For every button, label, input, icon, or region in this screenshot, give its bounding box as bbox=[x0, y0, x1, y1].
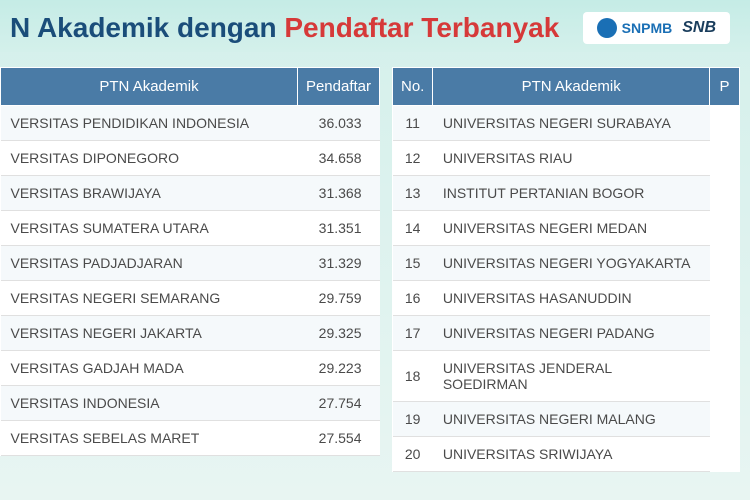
page-header: N Akademik dengan Pendaftar Terbanyak SN… bbox=[0, 0, 750, 52]
cell-name: UNIVERSITAS NEGERI YOGYAKARTA bbox=[433, 246, 710, 281]
table-row: 11UNIVERSITAS NEGERI SURABAYA bbox=[393, 106, 740, 141]
table-row: 16UNIVERSITAS HASANUDDIN bbox=[393, 281, 740, 316]
cell-no: 16 bbox=[393, 281, 433, 316]
cell-name: UNIVERSITAS SRIWIJAYA bbox=[433, 437, 710, 472]
table-row: 12UNIVERSITAS RIAU bbox=[393, 141, 740, 176]
table-row: 18UNIVERSITAS JENDERAL SOEDIRMAN bbox=[393, 351, 740, 402]
tables-container: PTN Akademik Pendaftar VERSITAS PENDIDIK… bbox=[0, 52, 750, 482]
left-table-body: VERSITAS PENDIDIKAN INDONESIA36.033VERSI… bbox=[1, 106, 380, 456]
page-title: N Akademik dengan Pendaftar Terbanyak bbox=[0, 12, 559, 44]
cell-name: VERSITAS INDONESIA bbox=[1, 386, 298, 421]
col-header-name: PTN Akademik bbox=[1, 68, 298, 106]
left-table-wrapper: PTN Akademik Pendaftar VERSITAS PENDIDIK… bbox=[0, 67, 380, 472]
cell-name: VERSITAS SEBELAS MARET bbox=[1, 421, 298, 456]
cell-name: VERSITAS DIPONEGORO bbox=[1, 141, 298, 176]
table-header-row: No. PTN Akademik P bbox=[393, 68, 740, 106]
cell-name: UNIVERSITAS RIAU bbox=[433, 141, 710, 176]
cell-count: 31.329 bbox=[297, 246, 379, 281]
cell-no: 18 bbox=[393, 351, 433, 402]
cell-name: VERSITAS NEGERI JAKARTA bbox=[1, 316, 298, 351]
table-row: VERSITAS PADJADJARAN31.329 bbox=[1, 246, 380, 281]
right-table-body: 11UNIVERSITAS NEGERI SURABAYA12UNIVERSIT… bbox=[393, 106, 740, 472]
logo-container: SNPMB SNB bbox=[583, 12, 730, 44]
cell-no: 14 bbox=[393, 211, 433, 246]
cell-name: UNIVERSITAS NEGERI MALANG bbox=[433, 402, 710, 437]
cell-count: 27.554 bbox=[297, 421, 379, 456]
table-row: VERSITAS NEGERI SEMARANG29.759 bbox=[1, 281, 380, 316]
cell-name: VERSITAS BRAWIJAYA bbox=[1, 176, 298, 211]
cell-no: 20 bbox=[393, 437, 433, 472]
cell-name: VERSITAS GADJAH MADA bbox=[1, 351, 298, 386]
table-row: VERSITAS PENDIDIKAN INDONESIA36.033 bbox=[1, 106, 380, 141]
cell-count: 34.658 bbox=[297, 141, 379, 176]
table-row: 20UNIVERSITAS SRIWIJAYA bbox=[393, 437, 740, 472]
cell-name: UNIVERSITAS NEGERI MEDAN bbox=[433, 211, 710, 246]
cell-count: 27.754 bbox=[297, 386, 379, 421]
table-header-row: PTN Akademik Pendaftar bbox=[1, 68, 380, 106]
right-data-table: No. PTN Akademik P 11UNIVERSITAS NEGERI … bbox=[392, 67, 740, 472]
table-row: VERSITAS DIPONEGORO34.658 bbox=[1, 141, 380, 176]
col-header-count: Pendaftar bbox=[297, 68, 379, 106]
cell-no: 19 bbox=[393, 402, 433, 437]
snb-logo: SNB bbox=[682, 19, 716, 37]
table-row: VERSITAS GADJAH MADA29.223 bbox=[1, 351, 380, 386]
cell-name: UNIVERSITAS NEGERI PADANG bbox=[433, 316, 710, 351]
col-header-name: PTN Akademik bbox=[433, 68, 710, 106]
table-row: VERSITAS NEGERI JAKARTA29.325 bbox=[1, 316, 380, 351]
snpmb-logo-text: SNPMB bbox=[622, 20, 673, 36]
table-row: VERSITAS SUMATERA UTARA31.351 bbox=[1, 211, 380, 246]
snpmb-logo-icon bbox=[597, 18, 617, 38]
table-row: VERSITAS BRAWIJAYA31.368 bbox=[1, 176, 380, 211]
table-row: 15UNIVERSITAS NEGERI YOGYAKARTA bbox=[393, 246, 740, 281]
cell-no: 15 bbox=[393, 246, 433, 281]
table-row: 13INSTITUT PERTANIAN BOGOR bbox=[393, 176, 740, 211]
snpmb-logo: SNPMB bbox=[597, 18, 673, 38]
cell-count: 36.033 bbox=[297, 106, 379, 141]
cell-count: 31.351 bbox=[297, 211, 379, 246]
table-row: 14UNIVERSITAS NEGERI MEDAN bbox=[393, 211, 740, 246]
title-text: N Akademik dengan bbox=[10, 12, 284, 43]
cell-name: VERSITAS PADJADJARAN bbox=[1, 246, 298, 281]
cell-name: VERSITAS PENDIDIKAN INDONESIA bbox=[1, 106, 298, 141]
cell-no: 17 bbox=[393, 316, 433, 351]
cell-name: VERSITAS SUMATERA UTARA bbox=[1, 211, 298, 246]
cell-no: 12 bbox=[393, 141, 433, 176]
cell-name: UNIVERSITAS NEGERI SURABAYA bbox=[433, 106, 710, 141]
cell-count: 29.223 bbox=[297, 351, 379, 386]
cell-count: 29.325 bbox=[297, 316, 379, 351]
cell-count: 31.368 bbox=[297, 176, 379, 211]
cell-name: UNIVERSITAS HASANUDDIN bbox=[433, 281, 710, 316]
title-highlight: Pendaftar Terbanyak bbox=[284, 12, 559, 43]
cell-count: 29.759 bbox=[297, 281, 379, 316]
right-table-wrapper: No. PTN Akademik P 11UNIVERSITAS NEGERI … bbox=[392, 67, 740, 472]
cell-name: VERSITAS NEGERI SEMARANG bbox=[1, 281, 298, 316]
cell-no: 13 bbox=[393, 176, 433, 211]
cell-name: INSTITUT PERTANIAN BOGOR bbox=[433, 176, 710, 211]
cell-no: 11 bbox=[393, 106, 433, 141]
cell-name: UNIVERSITAS JENDERAL SOEDIRMAN bbox=[433, 351, 710, 402]
table-row: 17UNIVERSITAS NEGERI PADANG bbox=[393, 316, 740, 351]
table-row: VERSITAS SEBELAS MARET27.554 bbox=[1, 421, 380, 456]
col-header-no: No. bbox=[393, 68, 433, 106]
table-row: 19UNIVERSITAS NEGERI MALANG bbox=[393, 402, 740, 437]
col-header-count: P bbox=[710, 68, 740, 106]
left-data-table: PTN Akademik Pendaftar VERSITAS PENDIDIK… bbox=[0, 67, 380, 456]
table-row: VERSITAS INDONESIA27.754 bbox=[1, 386, 380, 421]
